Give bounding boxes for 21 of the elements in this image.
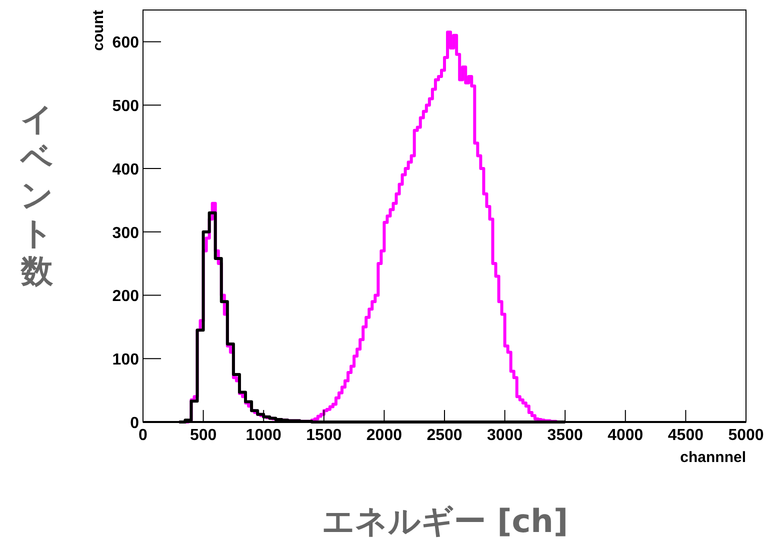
x-tick-label: 1500 <box>306 427 342 444</box>
x-axis-title: channnel <box>680 449 746 466</box>
x-tick-label: 3000 <box>487 427 523 444</box>
x-tick-label: 5000 <box>728 427 764 444</box>
y-tick-label: 100 <box>112 352 140 369</box>
x-tick-label: 3500 <box>547 427 583 444</box>
x-tick-label: 4000 <box>608 427 644 444</box>
x-tick-label: 2500 <box>426 427 462 444</box>
x-tick-label: 4500 <box>668 427 704 444</box>
y-tick-label: 300 <box>112 224 140 242</box>
text: エネルギー [ch] <box>322 502 568 540</box>
y-tick-label: 400 <box>112 161 140 178</box>
y-tick-label: 600 <box>112 34 140 52</box>
x-tick-label: 500 <box>190 427 217 444</box>
y-tick-label: 500 <box>112 98 140 116</box>
x-tick-label: 1000 <box>246 427 282 444</box>
y-axis-title: count <box>90 10 107 51</box>
x-tick-label: 2000 <box>366 427 402 444</box>
y-tick-label: 0 <box>130 415 140 432</box>
y-tick-label: 200 <box>112 288 140 306</box>
text: イベント数 <box>20 100 54 290</box>
